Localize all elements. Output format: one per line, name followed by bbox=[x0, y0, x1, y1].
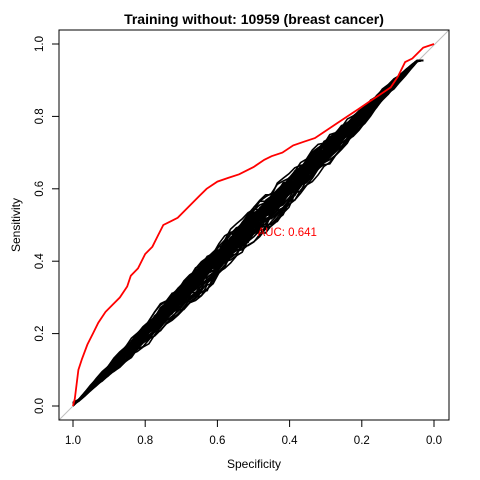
x-tick-label: 1.0 bbox=[65, 435, 81, 447]
y-axis-label: Sensitivity bbox=[9, 198, 23, 252]
x-axis-label: Specificity bbox=[227, 457, 281, 471]
x-tick-label: 0.6 bbox=[209, 435, 225, 447]
y-tick-label: 1.0 bbox=[34, 36, 46, 52]
auc-annotation: AUC: 0.641 bbox=[258, 227, 317, 239]
y-tick-label: 0.0 bbox=[34, 398, 46, 414]
x-tick-label: 0.8 bbox=[137, 435, 153, 447]
y-tick-label: 0.4 bbox=[34, 253, 46, 270]
x-tick-label: 0.2 bbox=[354, 435, 370, 447]
y-tick-label: 0.8 bbox=[34, 108, 46, 124]
y-tick-label: 0.2 bbox=[34, 326, 46, 342]
x-tick-label: 0.0 bbox=[426, 435, 442, 447]
x-tick-label: 0.4 bbox=[282, 435, 299, 447]
y-tick-label: 0.6 bbox=[34, 181, 46, 197]
chart-title: Training without: 10959 (breast cancer) bbox=[124, 11, 384, 27]
